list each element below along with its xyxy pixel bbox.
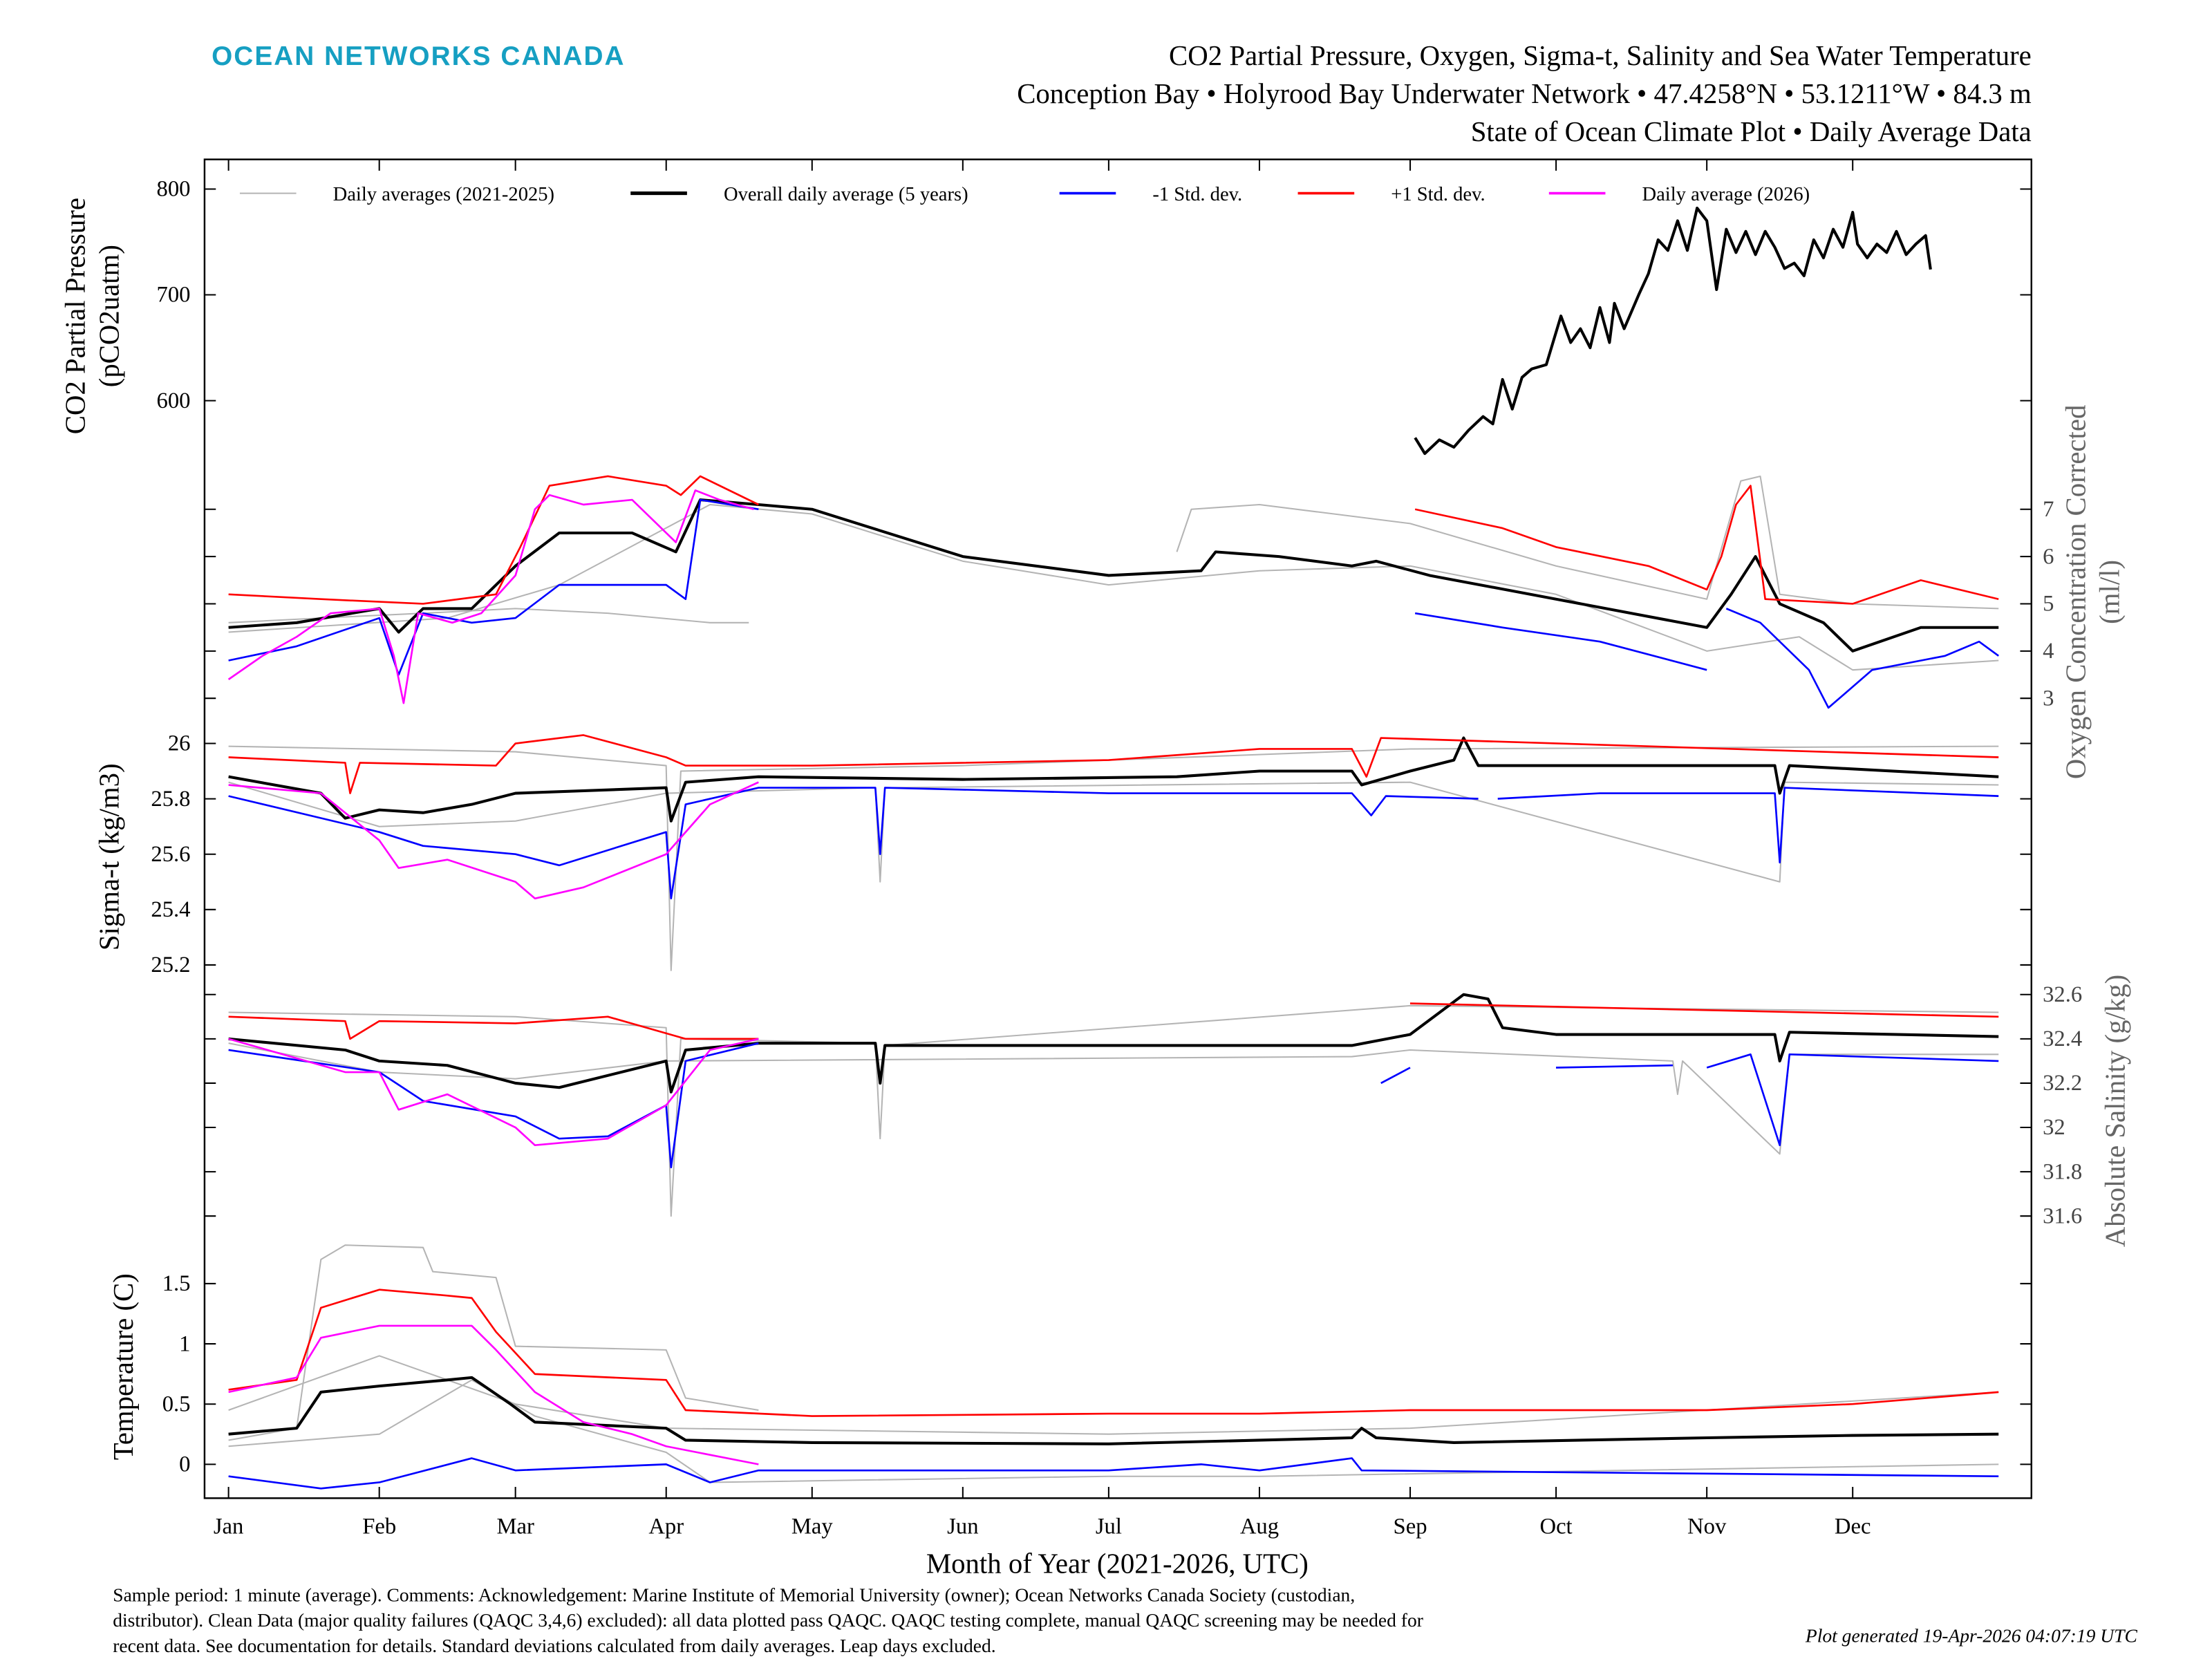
y-tick-label: 4	[2043, 639, 2054, 664]
x-tick-label-nov: Nov	[1687, 1514, 1727, 1539]
y-axis-label-temperature: Temperature (C)	[108, 1273, 139, 1460]
sigma-daily-2026-line	[228, 781, 759, 900]
y-tick-label: 32.6	[2043, 982, 2082, 1007]
y-axis-label-oxygen: Oxygen Concentration Corrected	[2060, 405, 2091, 780]
temperature-daily-2026-line	[228, 1324, 759, 1465]
x-tick-label-jul: Jul	[1096, 1514, 1122, 1539]
y-tick-label: 31.8	[2043, 1159, 2082, 1184]
y-tick-label: 800	[157, 177, 191, 202]
x-tick-label-oct: Oct	[1540, 1514, 1573, 1539]
x-axis-label: Month of Year (2021-2026, UTC)	[926, 1548, 1309, 1580]
temperature-daily-averages-line	[228, 1244, 759, 1441]
oxygen-plus-std-line	[1414, 485, 1999, 605]
co2-overall-line	[1414, 206, 1932, 456]
salinity-minus-std-line	[1380, 1067, 1411, 1085]
salinity-plus-std-line	[1409, 1002, 1999, 1018]
salinity-plus-std-line	[228, 1015, 759, 1040]
x-tick-label-aug: Aug	[1240, 1514, 1279, 1539]
y-tick-label: 32	[2043, 1115, 2065, 1140]
salinity-minus-std-line	[1706, 1053, 1999, 1147]
title-line-3: State of Ocean Climate Plot • Daily Aver…	[1471, 116, 2032, 147]
temperature-plus-std-line	[228, 1288, 1999, 1417]
x-tick-label-mar: Mar	[496, 1514, 534, 1539]
y-tick-label: 25.4	[151, 897, 190, 922]
x-tick-label-jun: Jun	[947, 1514, 978, 1539]
legend-label-daily-2026: Daily average (2026)	[1642, 184, 1810, 205]
y-tick-label: 32.4	[2043, 1027, 2082, 1051]
temperature-daily-averages-line	[228, 1379, 1999, 1483]
plot-frame	[203, 158, 2032, 1499]
sigma-daily-averages-line	[228, 781, 1999, 883]
sigma-overall-line	[228, 736, 1999, 823]
x-tick-label-sep: Sep	[1394, 1514, 1427, 1539]
oxygen-minus-std-line	[1414, 612, 1707, 671]
sigma-minus-std-line	[228, 787, 1479, 900]
plot-area: Jan Feb Mar Apr May Jun Jul Aug Sep Oct Nov Dec 600 7…	[59, 158, 2130, 1539]
y-axis-label-co2: CO2 Partial Pressure	[59, 198, 91, 434]
oxygen-overall-line	[228, 498, 1999, 653]
y-tick-label: 6	[2043, 544, 2054, 569]
panel-sigma: 25.2 25.4 25.6 25.8 26 Sigma-t (kg/m3)	[93, 731, 2032, 977]
legend-label-daily-averages: Daily averages (2021-2025)	[333, 184, 554, 205]
y-tick-label: 5	[2043, 592, 2054, 617]
salinity-daily-2026-line	[228, 1038, 759, 1147]
y-axis-label-co2: (pCO2uatm)	[93, 245, 124, 387]
y-tick-label: 25.8	[151, 787, 190, 812]
panel-temperature: 0 0.5 1 1.5 Temperature (C)	[108, 1244, 2032, 1490]
oxygen-daily-averages-line	[228, 503, 1999, 671]
panel-co2: 600 700 800 CO2 Partial Pressure (pCO2uatm)	[59, 177, 2032, 456]
x-tick-label-feb: Feb	[362, 1514, 396, 1539]
y-tick-label: 32.2	[2043, 1071, 2082, 1096]
y-axis-label-oxygen: (ml/l)	[2094, 560, 2125, 624]
salinity-minus-std-line	[1555, 1064, 1674, 1069]
x-tick-label-apr: Apr	[648, 1514, 684, 1539]
plot-generated: Plot generated 19-Apr-2026 04:07:19 UTC	[1805, 1625, 2138, 1647]
salinity-overall-line	[228, 993, 1999, 1094]
salinity-minus-std-line	[228, 1042, 759, 1169]
oxygen-daily-2026-line	[227, 489, 754, 704]
title-line-1: CO2 Partial Pressure, Oxygen, Sigma-t, S…	[1169, 40, 2032, 71]
y-tick-label: 700	[157, 283, 191, 308]
panel-salinity: 31.6 31.8 32 32.2 32.4 32.6 Absolute Salinity …	[204, 975, 2130, 1247]
sigma-minus-std-line	[1497, 787, 1999, 864]
y-tick-label: 3	[2043, 686, 2054, 711]
x-tick-label-dec: Dec	[1835, 1514, 1871, 1539]
footer-line-2: distributor). Clean Data (major quality …	[113, 1609, 1423, 1631]
x-tick-label-jan: Jan	[214, 1514, 244, 1539]
legend-label-minus-std: -1 Std. dev.	[1152, 184, 1242, 205]
temperature-overall-line	[228, 1376, 1999, 1445]
salinity-daily-averages-line	[228, 1004, 1999, 1217]
y-tick-label: 0.5	[162, 1391, 191, 1416]
temperature-daily-averages-line	[228, 1355, 1999, 1435]
oxygen-daily-averages-line	[1176, 475, 1999, 610]
y-tick-label: 31.6	[2043, 1203, 2082, 1228]
oxygen-minus-std-line	[228, 498, 759, 676]
temperature-minus-std-line	[228, 1457, 1999, 1490]
y-tick-label: 25.2	[151, 953, 190, 977]
y-tick-label: 25.6	[151, 842, 190, 867]
sigma-daily-averages-line	[228, 745, 1999, 971]
oxygen-minus-std-line	[1725, 608, 2000, 709]
y-tick-label: 1.5	[162, 1271, 191, 1296]
y-tick-label: 600	[157, 388, 191, 413]
footer-line-3: recent data. See documentation for detai…	[113, 1635, 995, 1656]
y-tick-label: 0	[179, 1452, 190, 1477]
panel-oxygen: 3 4 5 6 7 Oxygen Concentration Corrected (ml/l…	[204, 405, 2125, 780]
onc-logo: OCEAN NETWORKS CANADA	[212, 41, 626, 71]
title-line-2: Conception Bay • Holyrood Bay Underwater…	[1017, 78, 2032, 109]
y-axis-label-salinity: Absolute Salinity (g/kg)	[2099, 975, 2130, 1247]
y-axis-label-sigma: Sigma-t (kg/m3)	[93, 763, 124, 950]
legend: Daily averages (2021-2025) Overall daily …	[239, 184, 1810, 205]
x-tick-label-may: May	[791, 1514, 834, 1539]
y-tick-label: 1	[179, 1331, 190, 1356]
sigma-plus-std-line	[228, 734, 1999, 794]
footer-line-1: Sample period: 1 minute (average). Comme…	[113, 1584, 1355, 1605]
legend-label-overall: Overall daily average (5 years)	[724, 184, 968, 205]
oxygen-plus-std-line	[228, 475, 759, 605]
y-tick-label: 26	[168, 731, 191, 756]
y-tick-label: 7	[2043, 497, 2054, 522]
legend-label-plus-std: +1 Std. dev.	[1391, 184, 1485, 205]
